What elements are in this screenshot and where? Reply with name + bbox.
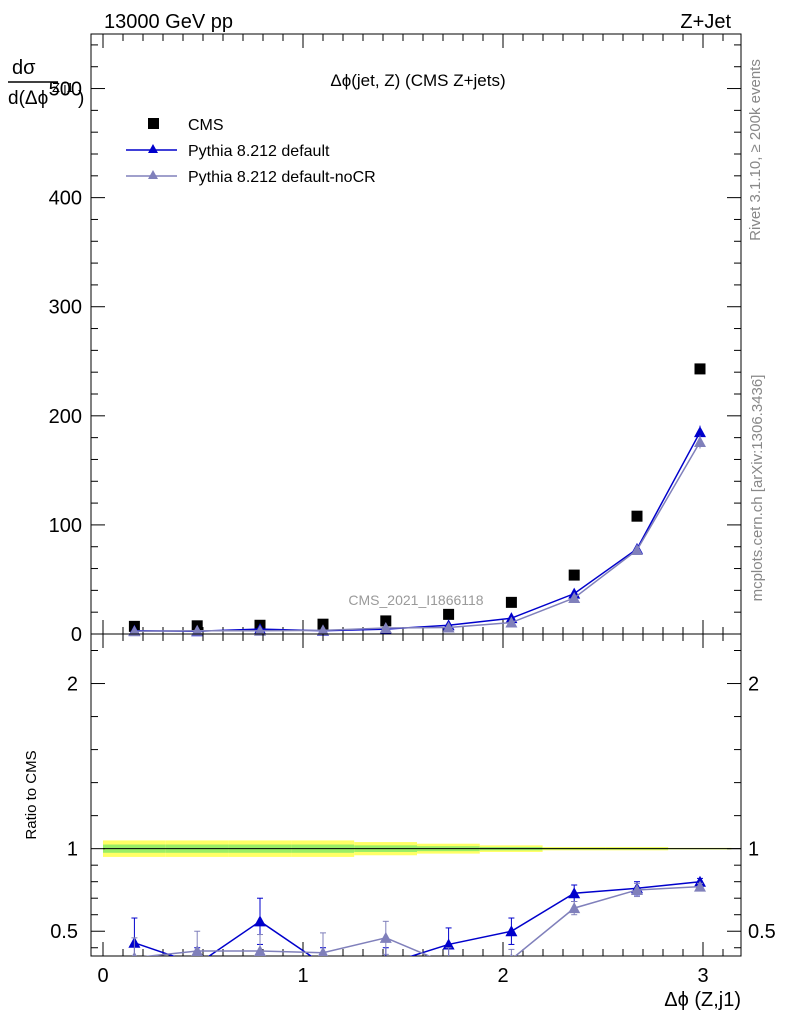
x-tick-label: 0 — [97, 965, 108, 987]
ratio-series-point — [380, 958, 392, 969]
ratio-band — [103, 840, 741, 857]
ratio-frame — [90, 633, 742, 957]
cms-point — [380, 615, 392, 627]
legend-label-pythia-default: Pythia 8.212 default — [188, 143, 330, 160]
main-ticks: 0 100 200 300 400 500 — [49, 34, 741, 646]
ratio-series-point — [442, 938, 455, 950]
series-line — [134, 441, 701, 633]
ylabel-superscript: Z,j1 — [52, 80, 74, 95]
ratio-series-point — [568, 887, 581, 899]
ratio-y-tick-label-right: 1 — [748, 839, 759, 861]
cms-point — [568, 569, 580, 581]
series-point — [694, 436, 706, 447]
ratio-series-point — [443, 958, 455, 969]
series-point — [694, 426, 706, 438]
ratio-y-tick-label-right: 0.5 — [748, 921, 776, 943]
main-panel: 0 100 200 300 400 500 Δϕ(jet, Z) (CMS Z+jets)… — [8, 33, 742, 646]
header-left: 13000 GeV pp — [104, 11, 233, 33]
y-tick-label: 100 — [49, 515, 82, 537]
cms-point — [505, 596, 517, 608]
legend-label-pythia-nocr: Pythia 8.212 default-noCR — [188, 169, 376, 186]
x-tick-label: 2 — [497, 965, 508, 987]
ratio-series-point — [509, 953, 513, 956]
ratio-series-point — [379, 931, 392, 943]
legend-marker-cms — [148, 118, 159, 129]
ratio-series-point — [694, 880, 706, 892]
y-tick-label: 300 — [49, 297, 82, 319]
legend-marker-pythia-default — [148, 144, 158, 153]
ratio-y-tick-label-right: 2 — [748, 674, 759, 696]
ylabel-numerator: dσ — [12, 57, 36, 79]
plot-title: Δϕ(jet, Z) (CMS Z+jets) — [330, 71, 505, 90]
y-tick-label: 500 — [49, 79, 82, 101]
ratio-y-tick-label: 1 — [67, 839, 78, 861]
ratio-series-point — [254, 945, 266, 956]
ratio-series-point — [317, 958, 329, 969]
analysis-watermark: CMS_2021_I1866118 — [348, 592, 483, 608]
series-point — [254, 624, 266, 636]
series-point — [631, 544, 643, 555]
series-point — [568, 592, 581, 603]
y-tick-label: 200 — [49, 406, 82, 428]
x-tick-label: 1 — [297, 965, 308, 987]
ylabel-close-paren: ) — [78, 88, 84, 109]
legend-label-cms: CMS — [188, 117, 224, 134]
ratio-series-point — [568, 902, 581, 914]
legend: CMS Pythia 8.212 default Pythia 8.212 de… — [126, 117, 376, 186]
ratio-series-point — [132, 951, 137, 956]
cms-point — [317, 618, 329, 630]
ratio-panel: 0 1 2 3 0.5 0.5 1 1 2 2 Ratio to CMS — [23, 633, 776, 987]
header-right: Z+Jet — [680, 11, 731, 33]
ratio-series-point — [317, 946, 329, 956]
xlabel: Δϕ (Z,j1) — [664, 989, 741, 1011]
rivet-label: Rivet 3.1.10, ≥ 200k events — [747, 59, 764, 241]
y-tick-label: 0 — [71, 624, 82, 646]
y-tick-label: 400 — [49, 188, 82, 210]
ratio-series-point — [631, 883, 643, 895]
ratio-series-point — [505, 925, 518, 937]
ratio-series-line — [142, 885, 701, 956]
ratio-series-point — [191, 958, 203, 969]
cms-point — [443, 608, 455, 620]
ratio-ylabel: Ratio to CMS — [23, 750, 40, 839]
series-point — [317, 624, 329, 636]
series-point — [505, 616, 518, 628]
cms-point — [631, 510, 643, 522]
legend-marker-pythia-nocr — [148, 170, 158, 179]
main-ylabel: dσ d(Δϕ Z,j1 ) — [8, 57, 84, 109]
series-point — [442, 621, 455, 633]
ratio-ticks: 0 1 2 3 0.5 0.5 1 1 2 2 — [50, 634, 776, 987]
ratio-y-tick-label: 0.5 — [50, 921, 78, 943]
ratio-series-point — [254, 915, 266, 927]
series-point — [379, 622, 392, 633]
ratio-marks — [128, 875, 706, 969]
ratio-y-tick-label: 2 — [67, 674, 78, 696]
mcplots-label: mcplots.cern.ch [arXiv:1306.3436] — [749, 375, 766, 602]
cms-point — [694, 363, 706, 375]
series-point — [191, 624, 204, 636]
ratio-series-point — [191, 945, 204, 956]
x-tick-label: 3 — [697, 965, 708, 987]
ratio-series-line — [134, 880, 701, 956]
ylabel-denominator: d(Δϕ — [8, 88, 48, 109]
